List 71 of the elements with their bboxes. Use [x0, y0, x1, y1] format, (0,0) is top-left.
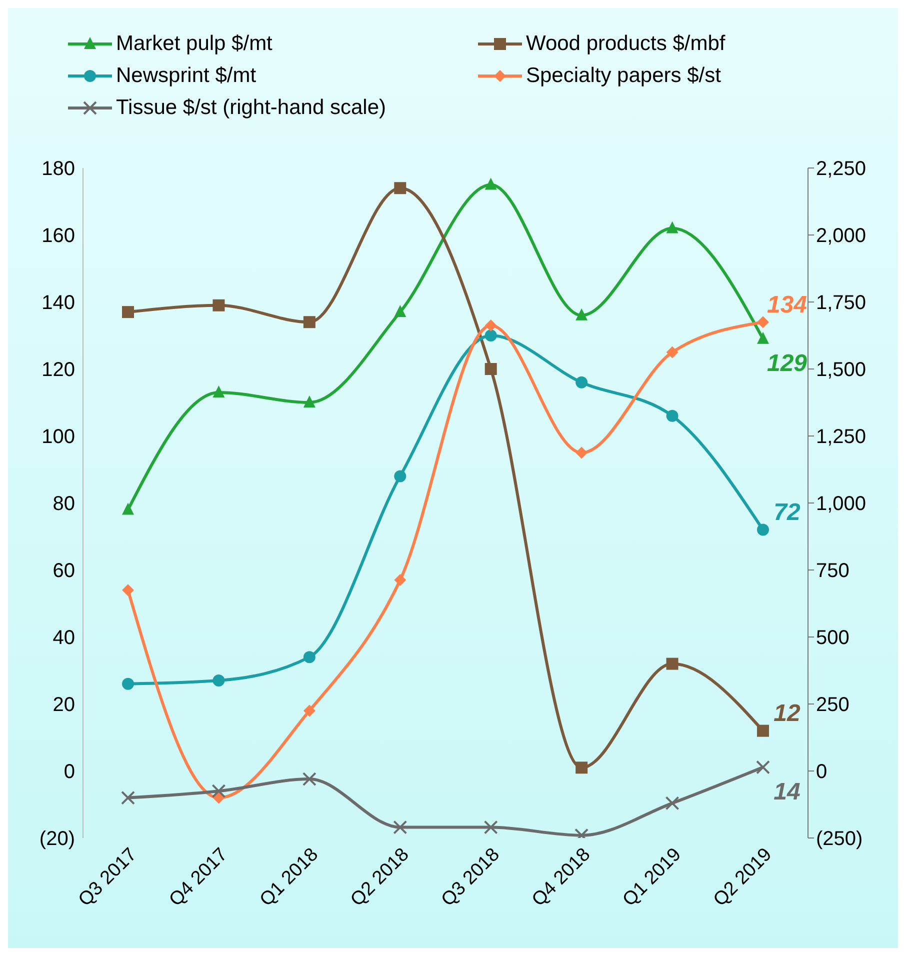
- data-label: 129: [766, 350, 808, 378]
- point: [212, 385, 225, 398]
- point: [121, 790, 135, 805]
- data-label: 14: [774, 778, 800, 806]
- point: [303, 396, 316, 408]
- point: [212, 674, 225, 687]
- data-label: 12: [774, 700, 801, 728]
- y2-tick-label: 750: [816, 560, 850, 582]
- y2-tick-label: 2,000: [816, 225, 866, 248]
- point: [666, 221, 678, 234]
- y2-tick-label: 1,500: [816, 359, 866, 382]
- point: [122, 678, 134, 690]
- legend-label: Wood products $/mbf: [526, 32, 726, 56]
- point: [394, 305, 406, 318]
- y2-tick-label: (250): [816, 828, 863, 850]
- point: [665, 796, 680, 810]
- point: [393, 820, 408, 834]
- point: [757, 724, 769, 737]
- legend-label: Newsprint $/mt: [116, 64, 256, 88]
- point: [757, 316, 769, 328]
- y2-tick-label: 500: [816, 627, 850, 650]
- point: [302, 772, 316, 786]
- point: [484, 363, 497, 375]
- point: [757, 332, 769, 344]
- point: [757, 524, 769, 536]
- point: [212, 792, 225, 804]
- point: [394, 470, 406, 482]
- y-tick-label: 160: [42, 225, 75, 248]
- y-tick-label: 0: [64, 761, 75, 784]
- y-tick-label: 120: [42, 359, 75, 382]
- y2-tick-label: 250: [816, 694, 850, 716]
- point: [576, 376, 588, 388]
- point: [212, 299, 225, 312]
- point: [394, 182, 406, 194]
- data-label: 72: [774, 499, 801, 526]
- y-tick-label: 80: [52, 493, 75, 516]
- point: [756, 760, 770, 774]
- y-tick-label: 100: [42, 426, 75, 448]
- point: [484, 319, 497, 332]
- y-tick-label: (20): [39, 828, 75, 850]
- point: [122, 584, 134, 596]
- point: [666, 658, 678, 670]
- y-tick-label: 140: [42, 292, 75, 314]
- point: [122, 306, 134, 318]
- point: [576, 762, 588, 774]
- y2-tick-label: 1,250: [816, 426, 866, 448]
- legend-label: Specialty papers $/st: [526, 64, 721, 88]
- y-tick-label: 20: [52, 694, 75, 716]
- legend-label: Market pulp $/mt: [116, 32, 272, 56]
- y2-tick-label: 0: [816, 761, 828, 784]
- y-tick-label: 40: [52, 627, 75, 650]
- y2-tick-label: 1,750: [816, 292, 866, 314]
- point: [484, 820, 498, 834]
- y-tick-label: 180: [42, 158, 75, 180]
- point: [394, 574, 406, 586]
- point: [484, 178, 497, 190]
- point: [666, 346, 678, 358]
- y-tick-label: 60: [52, 560, 75, 582]
- point: [212, 784, 226, 798]
- point: [576, 308, 588, 320]
- y2-tick-label: 1,000: [816, 493, 866, 516]
- legend-label: Tissue $/st (right-hand scale): [116, 96, 386, 120]
- y2-tick-label: 2,250: [816, 158, 866, 180]
- point: [666, 410, 678, 422]
- point: [484, 330, 497, 342]
- point: [122, 502, 134, 515]
- point: [576, 446, 588, 459]
- data-label: 134: [766, 291, 808, 318]
- point: [303, 316, 316, 328]
- point: [303, 704, 316, 717]
- point: [303, 651, 316, 664]
